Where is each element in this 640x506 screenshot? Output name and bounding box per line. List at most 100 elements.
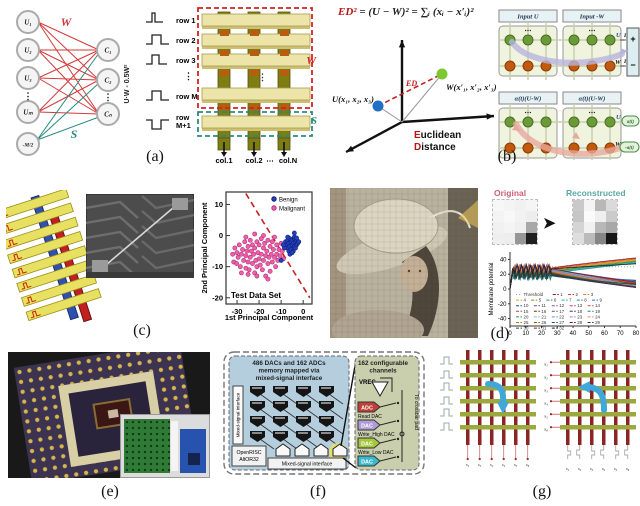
vdots: ⋮ bbox=[104, 92, 113, 102]
x-tick-label: -30 bbox=[232, 307, 243, 316]
u-cell bbox=[540, 116, 552, 128]
at-box bbox=[619, 141, 640, 153]
switch-node bbox=[396, 455, 400, 459]
hdots: ⋯ bbox=[589, 28, 596, 35]
hat-crown bbox=[353, 198, 439, 254]
patch-cell bbox=[515, 200, 526, 211]
row-bar-shadow bbox=[202, 46, 310, 49]
switch-stub bbox=[379, 456, 397, 462]
legend-label: 14 bbox=[595, 303, 600, 308]
grid-wire bbox=[282, 438, 298, 450]
grid-wire bbox=[259, 423, 275, 435]
column-wire bbox=[514, 350, 518, 445]
input-arrowhead bbox=[549, 426, 553, 429]
grid-wire bbox=[259, 408, 275, 420]
network-node bbox=[96, 102, 120, 126]
shoulder bbox=[332, 310, 424, 338]
scatter-point bbox=[242, 239, 248, 245]
input-arrowhead bbox=[549, 400, 553, 403]
cpu-label: AltOR32 bbox=[239, 457, 259, 463]
patch-cell bbox=[504, 222, 515, 233]
u-cell bbox=[586, 116, 598, 128]
grid-wire bbox=[328, 408, 344, 420]
row-bar-shadow bbox=[202, 100, 310, 103]
grid-wire bbox=[259, 393, 275, 405]
scatter-point bbox=[274, 242, 280, 248]
at-neg-label: -a(t) bbox=[625, 146, 634, 151]
contact bbox=[280, 30, 289, 36]
patch-cell bbox=[515, 233, 526, 244]
legend-label: 21 bbox=[541, 314, 546, 319]
legend-label: 18 bbox=[577, 309, 582, 314]
u-cell bbox=[522, 34, 534, 46]
patch-cell bbox=[573, 200, 584, 211]
patch-cell bbox=[526, 200, 537, 211]
green-region-title: channels bbox=[369, 368, 397, 375]
patch-cell bbox=[493, 211, 504, 222]
output-label: s₂ bbox=[577, 466, 582, 471]
dac-cell-icon bbox=[250, 386, 265, 397]
adc-cell-icon bbox=[332, 443, 348, 457]
panel-g-caption: (g) bbox=[532, 483, 552, 500]
grid-wire bbox=[305, 393, 321, 405]
membrane-series bbox=[509, 263, 637, 290]
output-label: s₆ bbox=[625, 466, 630, 471]
sem-electrode-trace bbox=[86, 245, 139, 264]
legend-label: 32 bbox=[559, 326, 564, 331]
outer-dashed-box bbox=[223, 351, 425, 475]
x-tick-label: 40 bbox=[570, 331, 577, 337]
patch-cell bbox=[584, 200, 595, 211]
legend-label: 9 bbox=[600, 298, 603, 303]
mixed-signal-left-box bbox=[232, 385, 244, 445]
scatter-point bbox=[262, 240, 267, 246]
col-label: ⋯ bbox=[266, 156, 274, 164]
ed-formula: ED² = (U − W)² = ∑ᵢ (xᵢ − x′ᵢ)² bbox=[338, 6, 518, 18]
output-label: s₂ bbox=[477, 462, 482, 467]
contact bbox=[250, 50, 259, 56]
w-edge bbox=[37, 49, 100, 81]
row-electrode bbox=[201, 87, 311, 101]
col-label: col.1 bbox=[215, 156, 232, 164]
dac-cell-icon bbox=[296, 416, 311, 427]
u-cell bbox=[540, 34, 552, 46]
row-electrode bbox=[201, 13, 311, 27]
contact bbox=[280, 50, 289, 56]
legend-label: 13 bbox=[577, 303, 582, 308]
sem-pad bbox=[172, 198, 188, 210]
node-label: U₃ bbox=[24, 75, 32, 83]
yellow-electrode bbox=[7, 231, 84, 265]
panel-d-caption: (d) bbox=[490, 325, 510, 342]
sem-electrode-trace bbox=[141, 240, 194, 255]
patch-cell bbox=[584, 233, 595, 244]
scatter-point bbox=[239, 251, 244, 257]
row-wire bbox=[460, 373, 536, 378]
reconstructed-patch-label: Reconstructed bbox=[566, 188, 626, 198]
network-node bbox=[16, 66, 40, 90]
pulse-waveform-icon bbox=[146, 34, 169, 45]
flow-arrowhead bbox=[512, 124, 520, 131]
scatter-point bbox=[272, 234, 277, 240]
output-label: s₆ bbox=[525, 462, 530, 467]
scatter-point bbox=[261, 245, 266, 251]
w-box-label: W bbox=[306, 55, 317, 67]
scatter-point bbox=[250, 261, 255, 266]
i2-label: I₂ bbox=[623, 59, 628, 65]
row-label: row bbox=[176, 113, 190, 122]
row-wire bbox=[560, 360, 636, 365]
s-edge bbox=[36, 82, 100, 141]
scatter-point bbox=[246, 267, 252, 273]
y-tick-label: -10 bbox=[212, 262, 223, 271]
u-cell bbox=[586, 34, 598, 46]
node-label: U₂ bbox=[24, 47, 32, 55]
switch-node bbox=[396, 401, 400, 405]
scatter-point bbox=[234, 250, 240, 256]
x-tick-label: 80 bbox=[633, 331, 640, 337]
row-wire bbox=[560, 425, 636, 430]
column-wire bbox=[490, 350, 494, 445]
network-node bbox=[96, 38, 120, 62]
scatter-point bbox=[240, 247, 245, 252]
input-label: x₅ bbox=[543, 414, 548, 419]
ed-dashed-line bbox=[377, 73, 443, 107]
yellow-electrode bbox=[6, 202, 74, 236]
x-tick-label: 20 bbox=[538, 331, 545, 337]
